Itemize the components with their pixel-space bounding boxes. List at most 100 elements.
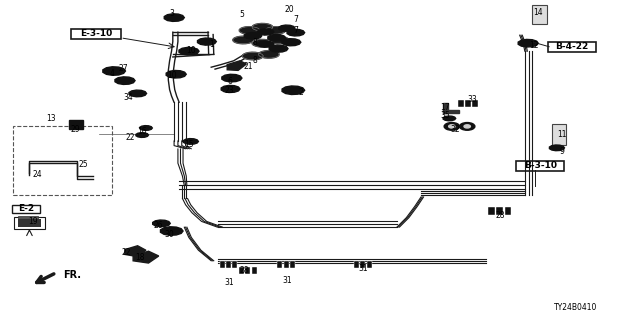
Text: 7: 7 [293,26,298,35]
Text: B-4-22: B-4-22 [556,42,589,51]
Polygon shape [265,27,285,34]
Polygon shape [115,77,135,84]
Polygon shape [268,35,285,41]
Text: 17: 17 [440,103,450,112]
Polygon shape [259,51,279,58]
Bar [532,5,547,24]
Text: 7: 7 [293,15,298,24]
Text: 27: 27 [118,64,129,73]
Polygon shape [239,27,260,34]
Text: 22: 22 [122,248,131,257]
Text: 5: 5 [239,10,244,19]
Text: 28: 28 [240,266,249,275]
Bar [18,219,41,227]
Bar [232,261,237,268]
Text: 12: 12 [530,41,539,50]
Polygon shape [282,86,305,94]
Text: 31: 31 [224,278,234,287]
Text: 15: 15 [184,140,194,149]
Text: 16: 16 [137,127,147,136]
Polygon shape [268,36,289,44]
Text: 20: 20 [284,5,294,14]
Polygon shape [279,25,295,31]
Text: TY24B0410: TY24B0410 [554,303,598,312]
Polygon shape [140,126,152,130]
Text: E-2: E-2 [18,204,35,213]
Text: 13: 13 [46,114,56,123]
Polygon shape [221,85,240,92]
Text: 35: 35 [440,111,450,120]
Polygon shape [233,36,253,44]
Polygon shape [129,90,147,97]
Bar [443,110,459,113]
Text: 4: 4 [109,69,115,78]
Text: 9: 9 [559,147,564,156]
Polygon shape [549,145,564,151]
Bar [277,261,282,268]
Polygon shape [198,38,216,45]
Bar [443,103,448,113]
Bar [252,267,257,274]
Bar [245,267,250,274]
Polygon shape [518,39,538,47]
Polygon shape [164,14,184,21]
Text: 8: 8 [252,56,257,65]
Bar [290,261,295,268]
Bar [497,207,503,215]
Text: 1: 1 [209,40,214,49]
Polygon shape [161,227,183,235]
Polygon shape [443,116,456,121]
Text: FR.: FR. [63,270,81,280]
Polygon shape [183,139,198,144]
Polygon shape [222,74,242,82]
Polygon shape [252,39,273,47]
Polygon shape [125,246,146,257]
Bar [552,124,566,145]
Text: 2: 2 [298,88,303,97]
Polygon shape [252,23,273,31]
Text: 3: 3 [169,9,174,18]
Bar [18,216,38,225]
Text: 23: 23 [224,86,234,95]
Polygon shape [258,29,274,35]
Circle shape [449,125,455,128]
Text: 29: 29 [70,125,81,134]
Polygon shape [153,220,170,227]
Bar [458,100,463,107]
Text: 26: 26 [154,221,164,230]
Text: 25: 25 [78,160,88,169]
Text: 31: 31 [358,264,369,273]
Text: 28: 28 [496,211,505,220]
Polygon shape [227,61,246,70]
Polygon shape [244,33,262,39]
Text: 18: 18 [135,253,144,262]
Bar [488,207,495,215]
Text: 19: 19 [28,217,38,226]
Polygon shape [243,52,263,60]
Polygon shape [258,41,274,47]
Polygon shape [269,45,288,52]
Bar [354,261,359,268]
Circle shape [444,123,460,130]
Text: 34: 34 [123,93,133,102]
Bar [69,120,83,129]
Bar [220,261,225,268]
Polygon shape [136,133,148,137]
Text: 32: 32 [451,125,461,134]
Polygon shape [282,39,301,46]
Text: 24: 24 [32,170,42,179]
Bar [226,261,231,268]
Text: 6: 6 [228,77,233,86]
Polygon shape [103,67,125,75]
Circle shape [460,123,475,130]
Bar [239,267,244,274]
Text: 33: 33 [467,95,477,104]
Bar [465,100,471,107]
Polygon shape [179,47,199,55]
Polygon shape [133,251,159,263]
Bar [284,261,289,268]
Bar [504,207,511,215]
Text: 10: 10 [186,46,196,55]
Text: 31: 31 [282,276,292,285]
Text: 14: 14 [532,8,543,17]
